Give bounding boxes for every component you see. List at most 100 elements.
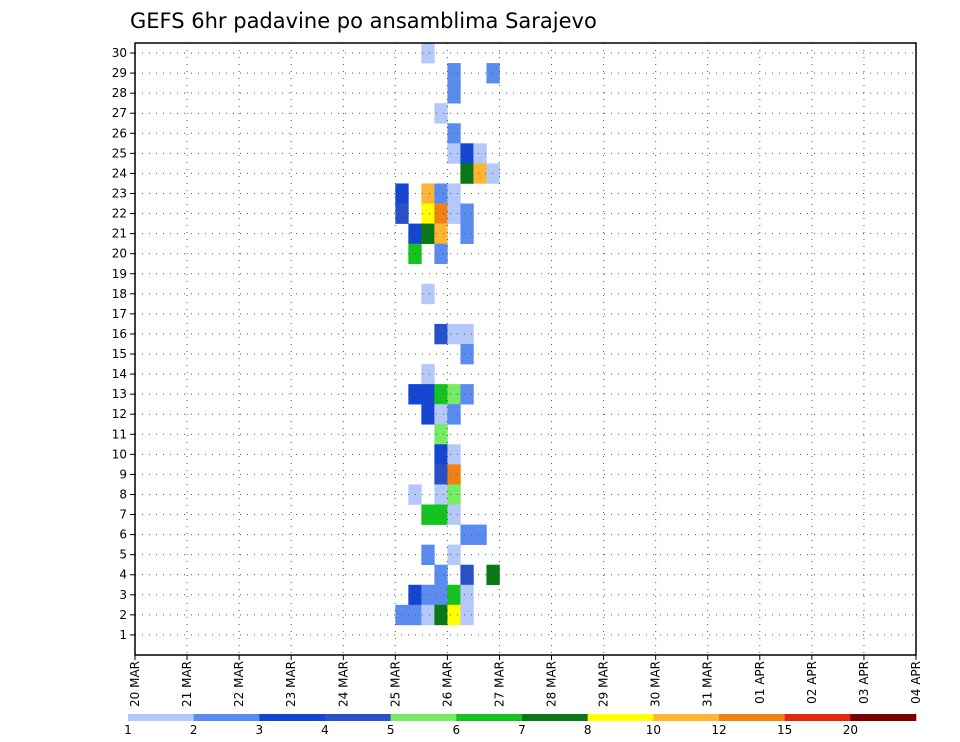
precip-cell: [421, 404, 435, 425]
heatmap-cells: [395, 43, 500, 626]
precip-cell: [421, 183, 435, 204]
precip-cell: [460, 384, 474, 405]
colorbar-swatch: [522, 714, 588, 721]
precip-cell: [434, 203, 448, 224]
precip-cell: [434, 424, 448, 445]
precip-cell: [447, 63, 461, 84]
precip-cell: [421, 364, 435, 385]
y-tick-label: 27: [112, 106, 127, 120]
colorbar-label: 10: [646, 723, 661, 737]
precip-cell: [447, 464, 461, 485]
y-tick-label: 3: [119, 588, 127, 602]
precip-cell: [473, 143, 487, 164]
precip-cell: [447, 384, 461, 405]
x-tick-label: 25 MAR: [388, 661, 402, 707]
precip-cell: [447, 544, 461, 566]
precip-cell: [434, 323, 448, 345]
colorbar-label: 7: [518, 723, 526, 737]
y-tick-label: 2: [119, 608, 127, 622]
x-tick-label: 20 MAR: [128, 661, 142, 707]
precip-cell: [421, 223, 435, 244]
precip-cell: [447, 404, 461, 425]
x-tick-label: 27 MAR: [492, 661, 506, 707]
colorbar-swatch: [325, 714, 391, 721]
precip-cell: [460, 584, 474, 606]
y-tick-label: 24: [112, 166, 127, 180]
precip-cell: [434, 604, 448, 626]
y-tick-label: 7: [119, 508, 127, 522]
colorbar-label: 1: [124, 723, 132, 737]
y-tick-label: 8: [119, 487, 127, 501]
y-tick-label: 21: [112, 227, 127, 241]
precip-cell: [434, 103, 448, 124]
y-tick-label: 14: [112, 367, 127, 381]
precip-cell: [434, 464, 448, 485]
x-tick-label: 28 MAR: [545, 661, 559, 707]
y-tick-label: 17: [112, 307, 127, 321]
precip-cell: [486, 564, 500, 586]
colorbar-label: 20: [843, 723, 858, 737]
precip-cell: [421, 544, 435, 566]
y-tick-label: 28: [112, 86, 127, 100]
x-tick-label: 22 MAR: [232, 661, 246, 707]
precip-cell: [447, 323, 461, 345]
y-tick-label: 25: [112, 146, 127, 160]
precip-cell: [447, 604, 461, 626]
precip-cell: [421, 43, 435, 64]
colorbar-swatch: [259, 714, 326, 721]
precip-cell: [434, 484, 448, 505]
x-axis-ticks: 20 MAR 21 MAR 22 MAR 23 MAR 24 MAR 25 MAR 26 M…: [128, 655, 923, 707]
precip-cell: [460, 163, 474, 184]
x-tick-label: 01 APR: [753, 661, 767, 704]
colorbar-swatch: [719, 714, 785, 721]
x-tick-label: 21 MAR: [180, 661, 194, 707]
y-tick-label: 9: [119, 467, 127, 481]
x-tick-label: 04 APR: [909, 661, 923, 704]
y-tick-label: 19: [112, 267, 127, 281]
precip-cell: [434, 564, 448, 586]
plot-frame: [134, 42, 917, 656]
precip-cell: [447, 203, 461, 224]
x-tick-label: 29 MAR: [597, 661, 611, 707]
precip-cell: [447, 183, 461, 204]
colorbar-label: 8: [584, 723, 592, 737]
colorbar-swatch: [193, 714, 260, 721]
precip-cell: [447, 444, 461, 465]
colorbar-label: 12: [711, 723, 726, 737]
precip-cell: [434, 243, 448, 265]
colorbar-swatch: [587, 714, 654, 721]
precip-cell: [447, 123, 461, 144]
colorbar-label: 15: [777, 723, 792, 737]
y-tick-label: 1: [119, 628, 127, 642]
y-tick-label: 4: [119, 568, 127, 582]
precip-cell: [473, 163, 487, 184]
y-tick-label: 30: [112, 46, 127, 60]
precip-cell: [421, 604, 435, 626]
chart-title: GEFS 6hr padavine po ansamblima Sarajevo: [130, 9, 597, 33]
y-tick-label: 22: [112, 207, 127, 221]
colorbar-label: 2: [190, 723, 198, 737]
colorbar-swatch: [128, 714, 194, 721]
precip-cell: [434, 404, 448, 425]
y-tick-label: 29: [112, 66, 127, 80]
precip-cell: [421, 584, 435, 606]
y-tick-label: 20: [112, 247, 127, 261]
y-tick-label: 18: [112, 287, 127, 301]
precip-cell: [486, 63, 500, 84]
y-axis-ticks: 1234567891011121314151617181920212223242…: [112, 46, 135, 642]
precip-cell: [460, 524, 474, 545]
colorbar-label: 6: [453, 723, 461, 737]
precip-cell: [447, 83, 461, 104]
x-tick-label: 26 MAR: [440, 661, 454, 707]
colorbar-swatch: [653, 714, 720, 721]
x-tick-label: 24 MAR: [336, 661, 350, 707]
y-tick-label: 26: [112, 126, 127, 140]
y-tick-label: 6: [119, 528, 127, 542]
precip-cell: [434, 384, 448, 405]
precip-cell: [473, 524, 487, 545]
x-tick-label: 23 MAR: [284, 661, 298, 707]
x-tick-label: 30 MAR: [649, 661, 663, 707]
precip-cell: [421, 384, 435, 405]
y-tick-label: 13: [112, 387, 127, 401]
colorbar-label: 3: [256, 723, 264, 737]
